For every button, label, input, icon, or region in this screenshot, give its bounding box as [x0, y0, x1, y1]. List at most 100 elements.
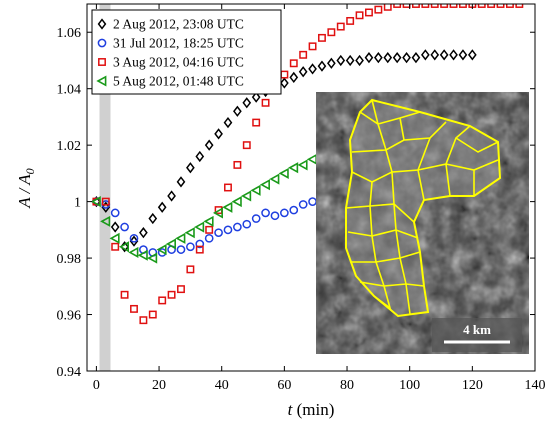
y-axis-label: A / A0	[15, 168, 37, 208]
series-1-point	[101, 201, 111, 213]
series-1-point	[195, 150, 205, 163]
series-4-point	[231, 196, 242, 208]
series-3-point	[346, 16, 355, 25]
series-3-point	[449, 4, 458, 8]
series-3-point	[139, 316, 148, 325]
x-tick-label: 0	[93, 378, 100, 393]
y-tick-label: 1.06	[57, 26, 82, 41]
series-1-point	[402, 52, 411, 64]
legend-marker-4	[96, 75, 107, 87]
series-1-point	[374, 52, 383, 64]
series-4-point	[278, 167, 289, 179]
series-1-point	[327, 57, 336, 69]
series-1	[92, 49, 477, 253]
series-1-point	[176, 176, 186, 188]
series-3-point	[205, 225, 214, 234]
series-1-point	[289, 71, 299, 84]
series-4-point	[306, 153, 317, 165]
series-2-point	[233, 222, 242, 232]
x-axis-label-unit: (min)	[292, 400, 334, 419]
series-1-point	[364, 52, 374, 64]
series-1-point	[421, 49, 430, 61]
series-1-point	[458, 49, 468, 61]
legend-marker-2	[97, 38, 107, 48]
series-3-point	[195, 245, 204, 254]
series-4-point	[241, 190, 252, 202]
y-tick-label: 1	[74, 196, 81, 211]
series-4-point	[109, 232, 120, 244]
y-tick-label: 1.04	[57, 83, 82, 98]
series-3-point	[383, 4, 392, 11]
series-1-point	[439, 49, 449, 61]
series-2-point	[186, 242, 195, 252]
series-4-point	[165, 238, 176, 250]
series-4-point	[118, 241, 129, 253]
series-2-point	[120, 222, 129, 232]
series-2-point	[251, 214, 261, 223]
series-2-point	[308, 197, 317, 206]
series-3-point	[421, 4, 430, 8]
y-axis-label-main: A / A	[15, 174, 34, 209]
satellite-inset: 4 km	[316, 92, 529, 354]
series-2-point	[223, 225, 233, 235]
series-4-point	[90, 196, 101, 208]
series-3-point	[365, 8, 373, 17]
series-3-point	[355, 11, 364, 20]
series-1-point	[223, 116, 233, 129]
series-3-point	[242, 141, 251, 150]
series-1-point	[251, 91, 261, 103]
series-3	[92, 4, 524, 325]
series-1-point	[148, 212, 158, 225]
series-3-point	[515, 4, 524, 8]
series-4-point	[288, 162, 299, 174]
series-1-point	[336, 54, 346, 67]
series-3-point	[402, 4, 411, 8]
series-4-point	[184, 227, 195, 239]
series-3-point	[111, 242, 120, 251]
series-1-point	[449, 49, 458, 61]
series-3-point	[393, 4, 402, 8]
series-3-point	[186, 265, 195, 274]
x-tick-label: 100	[399, 378, 420, 393]
series-4-point	[175, 232, 186, 244]
series-3-point	[458, 4, 467, 8]
series-3-point	[327, 28, 336, 37]
series-3-point	[167, 290, 176, 299]
series-4-point	[212, 207, 223, 219]
series-4-point	[259, 179, 270, 191]
plot-frame	[86, 3, 536, 372]
series-3-point	[158, 296, 167, 305]
series-1-point	[157, 201, 167, 213]
series-3-point	[318, 33, 326, 42]
series-3-point	[252, 118, 261, 127]
series-2-point	[289, 205, 299, 215]
series-4-point	[250, 184, 261, 196]
series-3-point	[374, 5, 383, 14]
series-1-point	[242, 97, 252, 109]
series-2-point	[204, 233, 214, 243]
legend-label-3: 3 Aug 2012, 04:16 UTC	[113, 55, 244, 70]
legend-label-1: 2 Aug 2012, 23:08 UTC	[113, 17, 244, 32]
series-4-point	[203, 215, 214, 227]
series-4-point	[128, 246, 139, 258]
series-1-point	[383, 52, 393, 64]
series-3-point	[496, 4, 505, 8]
series-3-point	[477, 4, 486, 8]
y-tick-label: 0.96	[57, 309, 82, 324]
series-4-point	[222, 201, 233, 213]
series-1-point	[430, 49, 440, 61]
series-3-point	[412, 4, 420, 8]
y-tick-label: 0.94	[57, 365, 82, 380]
series-1-point	[214, 128, 223, 140]
series-4-point	[269, 173, 280, 185]
x-tick-label: 120	[462, 378, 483, 393]
legend-label-4: 5 Aug 2012, 01:48 UTC	[113, 74, 244, 89]
scale-label: 4 km	[463, 322, 491, 337]
series-3-point	[440, 4, 449, 8]
series-1-point	[280, 77, 289, 89]
legend-marker-1	[97, 18, 107, 30]
series-2-point	[280, 208, 289, 218]
series-4-point	[137, 249, 148, 261]
series-1-point	[204, 139, 214, 151]
